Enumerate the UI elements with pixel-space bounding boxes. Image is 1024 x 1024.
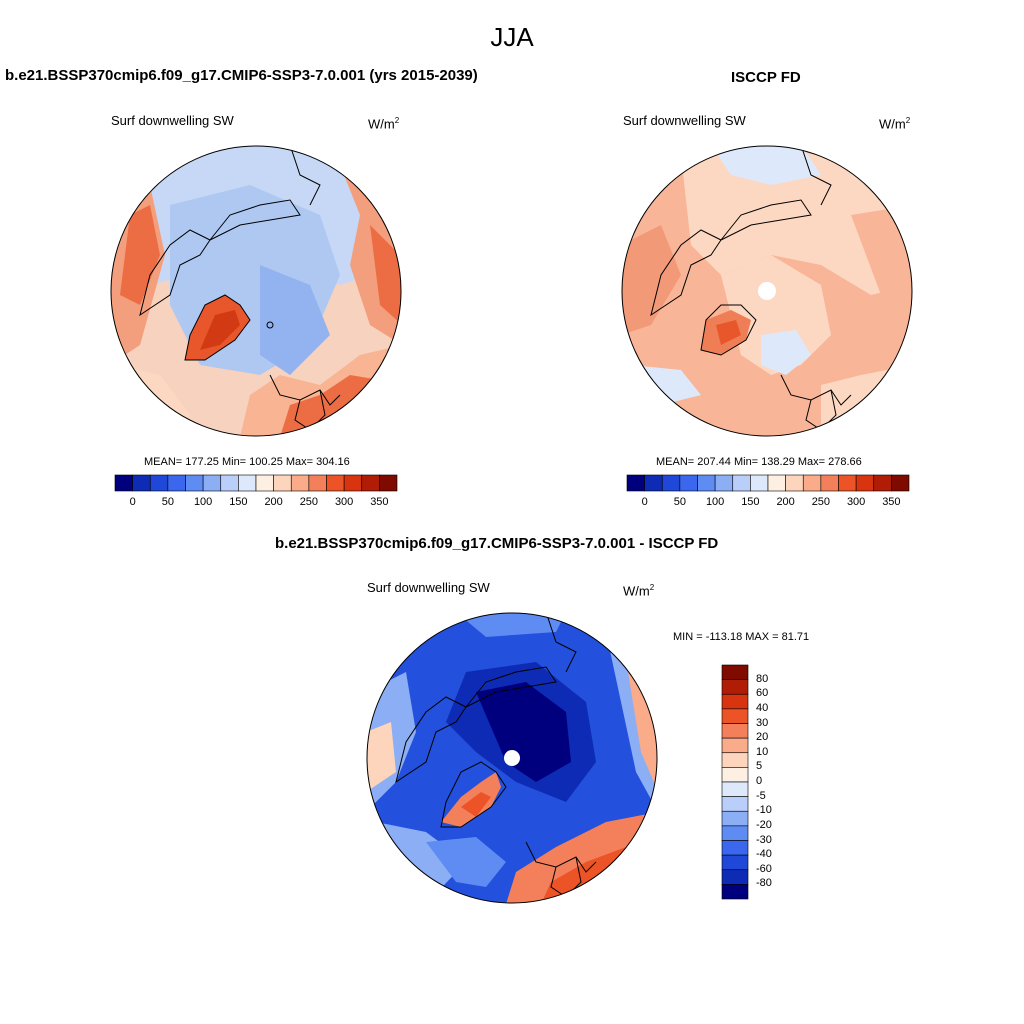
model-colorbar-swatch [379,474,398,492]
obs-colorbar-swatch [714,474,734,492]
diff-colorbar-tick-label: -20 [756,818,772,831]
diff-colorbar-tick-label: 10 [756,745,769,758]
model-colorbar-tick-label: 150 [229,496,248,508]
diff-colorbar-swatch [721,854,749,871]
obs-variable-label: Surf downwelling SW [623,113,746,128]
model-colorbar-swatch [238,474,257,492]
obs-colorbar-tick-label: 100 [705,496,725,508]
diff-colorbar-swatch [721,781,749,797]
obs-colorbar-tick-label: 350 [882,496,901,508]
model-colorbar-swatch [343,474,363,492]
obs-colorbar-swatch [838,474,857,492]
model-colorbar-swatch [114,474,133,492]
model-colorbar-swatch [308,474,327,492]
model-colorbar-tick-label: 350 [370,496,389,508]
diff-colorbar-tick-label: 20 [756,731,769,744]
diff-colorbar-tick-label: -40 [756,848,772,861]
obs-colorbar-swatch [644,474,663,492]
obs-colorbar-swatch [873,474,892,492]
diff-colorbar-swatch [721,796,749,812]
obs-colorbar-swatch [767,474,786,492]
obs-units-label: W/m2 [879,116,911,132]
obs-colorbar [626,474,910,492]
model-colorbar-swatch [185,474,204,492]
diff-colorbar-swatch [721,752,749,768]
obs-polar-map [621,145,913,437]
obs-colorbar-swatch [750,474,769,492]
obs-colorbar-tick-label: 50 [673,496,686,508]
model-colorbar [114,474,398,492]
diff-colorbar-swatch [721,825,749,841]
diff-colorbar-tick-label: -60 [756,862,772,875]
diff-colorbar-swatch [721,664,749,680]
model-variable-label: Surf downwelling SW [111,113,234,128]
diff-colorbar-swatch [721,767,749,783]
obs-colorbar-tick-label: 150 [741,496,760,508]
model-polar-map [110,145,402,437]
model-colorbar-tick-label: 50 [161,496,174,508]
obs-colorbar-swatch [679,474,698,492]
obs-colorbar-tick-label: 200 [776,496,795,508]
diff-variable-label: Surf downwelling SW [367,580,490,595]
diff-colorbar-swatch [721,869,749,885]
model-colorbar-swatch [132,474,151,492]
diff-colorbar-tick-label: 60 [756,687,769,700]
model-colorbar-swatch [167,474,186,492]
obs-colorbar-tick-label: 250 [811,496,831,508]
model-panel-title: b.e21.BSSP370cmip6.f09_g17.CMIP6-SSP3-7.… [5,67,478,84]
season-title: JJA [490,22,534,52]
obs-stats: MEAN= 207.44 Min= 138.29 Max= 278.66 [656,456,862,468]
diff-colorbar-swatch [721,723,749,739]
diff-colorbar-tick-label: 5 [756,760,763,773]
model-colorbar-tick-label: 100 [193,496,213,508]
obs-colorbar-swatch [802,474,822,492]
diff-colorbar-tick-label: 80 [756,672,769,685]
obs-colorbar-tick-label: 0 [641,496,648,508]
model-colorbar-swatch [220,474,239,492]
obs-colorbar-swatch [732,474,751,492]
model-colorbar-swatch [255,474,274,492]
model-colorbar-swatch [149,474,169,492]
diff-colorbar-tick-label: -30 [756,833,772,846]
diff-units-label: W/m2 [623,583,655,599]
model-colorbar-swatch [290,474,310,492]
diff-colorbar-swatch [721,737,749,754]
diff-stats: MIN = -113.18 MAX = 81.71 [673,631,810,643]
diff-colorbar-swatch [721,810,749,827]
diff-colorbar [721,664,749,900]
model-colorbar-tick-label: 200 [264,496,283,508]
diff-panel-title: b.e21.BSSP370cmip6.f09_g17.CMIP6-SSP3-7.… [275,535,719,552]
diff-colorbar-swatch [721,708,749,724]
diff-colorbar-tick-label: -10 [756,804,772,817]
diff-colorbar-swatch [721,693,749,710]
diff-colorbar-swatch [721,840,749,856]
obs-colorbar-swatch [661,474,681,492]
model-stats: MEAN= 177.25 Min= 100.25 Max= 304.16 [144,456,350,468]
obs-panel-title: ISCCP FD [731,69,801,86]
model-units-label: W/m2 [368,116,400,132]
obs-colorbar-swatch [891,474,910,492]
obs-colorbar-swatch [626,474,645,492]
model-colorbar-swatch [326,474,345,492]
diff-colorbar-tick-label: 40 [756,701,769,714]
model-colorbar-swatch [361,474,380,492]
diff-colorbar-tick-label: 30 [756,716,769,729]
diff-colorbar-tick-label: 0 [756,775,763,787]
diff-colorbar-tick-label: -80 [756,877,772,890]
diff-colorbar-tick-label: -5 [756,789,766,802]
diff-colorbar-swatch [721,884,749,900]
model-colorbar-tick-label: 0 [129,496,136,508]
diff-colorbar-swatch [721,679,749,695]
model-colorbar-tick-label: 250 [299,496,319,508]
model-colorbar-tick-label: 300 [334,496,354,508]
obs-colorbar-swatch [697,474,716,492]
diff-polar-map [366,612,658,904]
model-colorbar-swatch [273,474,292,492]
model-colorbar-swatch [202,474,222,492]
obs-colorbar-tick-label: 300 [846,496,866,508]
obs-colorbar-swatch [820,474,839,492]
obs-colorbar-swatch [785,474,804,492]
obs-colorbar-swatch [855,474,875,492]
